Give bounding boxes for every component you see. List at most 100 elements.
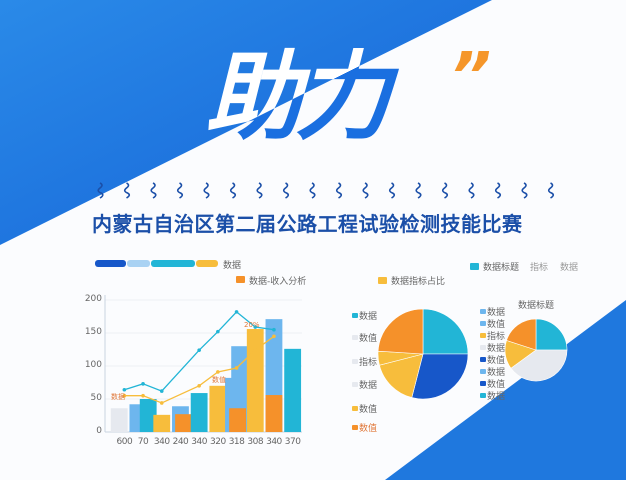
bar-legend-label: 数据: [223, 261, 242, 271]
mongolian-glyph-icon: [468, 182, 475, 199]
legend-seg-light-blue: [127, 260, 150, 267]
line-point: [253, 325, 258, 329]
line-point: [122, 393, 127, 398]
x-tick-label: 600: [116, 437, 133, 447]
pie-slice-cyan: [422, 308, 469, 355]
bar-orange: [175, 414, 192, 432]
mongolian-glyph-icon: [441, 182, 449, 199]
pie-slice-gray: [510, 349, 568, 382]
line-series-cyan: [124, 310, 275, 392]
pie2-legend-swatch: [480, 393, 486, 398]
pie-legend-label: 数据指标占比: [391, 277, 446, 287]
pie-legend-swatch: [352, 382, 358, 387]
mongolian-glyph-icon: [176, 182, 184, 199]
pie-slice-yellow: [379, 353, 424, 398]
bar-orange: [265, 395, 283, 432]
line-point: [234, 366, 239, 370]
quote-mark: ”: [450, 40, 492, 114]
x-tick-label: 340: [266, 437, 282, 447]
x-tick-label: 70: [137, 437, 149, 447]
line-series-yellow: [124, 335, 275, 404]
line-point: [216, 329, 220, 334]
legend-seg-cyan: [151, 260, 195, 267]
x-tick-label: 370: [284, 437, 301, 447]
y-tick-label: 150: [84, 327, 102, 337]
bar-cyan: [139, 399, 157, 432]
bar-annotation: 20%: [244, 321, 260, 329]
y-tick-label: 50: [90, 393, 102, 403]
pie-legend-swatch: [352, 425, 358, 430]
line-point: [234, 310, 239, 314]
mongolian-glyph-icon: [415, 182, 422, 199]
line-point: [272, 334, 276, 339]
pie2-legend-label: 数据: [487, 368, 506, 378]
right-legend-label-2: 指标: [530, 263, 549, 273]
bar-cyan: [284, 348, 302, 432]
pie2-legend-swatch: [480, 345, 486, 350]
line-point: [272, 327, 276, 332]
pie2-legend-swatch: [480, 369, 486, 374]
pie2-legend-swatch: [480, 357, 486, 362]
y-tick-label: 0: [96, 426, 102, 436]
line-point: [197, 348, 201, 352]
bar-yellow: [246, 329, 264, 432]
pie2-legend-swatch: [480, 309, 486, 314]
mongolian-glyph-icon: [229, 182, 237, 199]
top-left-blue-triangle: [0, 0, 492, 245]
pie2-legend-swatch: [480, 381, 486, 386]
pie-legend-label: 数值: [359, 334, 378, 344]
line-point: [159, 389, 164, 393]
pie2-legend-label: 数值: [487, 356, 506, 366]
legend-seg-yellow: [196, 260, 218, 267]
pie-legend-swatch: [352, 335, 358, 340]
pie2-legend-label: 指标: [487, 332, 506, 342]
subtitle: 内蒙古自治区第二届公路工程试验检测技能比赛: [92, 212, 523, 236]
line-point: [141, 393, 145, 398]
mongolian-glyph-icon: [123, 182, 131, 199]
line-point: [216, 370, 220, 374]
series-legend-swatch: [236, 276, 245, 283]
bar-orange: [229, 408, 246, 432]
pie-legend-label: 数据: [359, 381, 378, 391]
mongolian-glyph-icon: [388, 182, 396, 199]
right-legend-label-3: 数据: [560, 263, 579, 273]
pie-legend-swatch: [352, 313, 358, 318]
pie2-legend-label: 数据: [487, 392, 506, 402]
mongolian-glyph-icon: [547, 182, 555, 199]
bar-annotation: 数据: [111, 393, 125, 401]
pie-legend-swatch: [352, 406, 358, 411]
mongolian-glyph-icon: [362, 182, 369, 199]
mongolian-glyph-icon: [150, 182, 157, 199]
y-tick-label: 200: [84, 294, 102, 304]
mongolian-glyph-icon: [203, 182, 210, 199]
x-tick-label: 340: [153, 437, 170, 447]
pie-legend-swatch: [352, 359, 358, 364]
line-point: [253, 348, 258, 352]
right-legend-label-1: 数据标题: [483, 263, 520, 273]
x-tick-label: 308: [247, 437, 264, 447]
pie-legend-label: 数值: [359, 424, 378, 434]
bar-cyan: [190, 393, 208, 432]
line-point: [141, 382, 145, 386]
pie-slice-orange: [377, 308, 424, 355]
pie2-legend-label: 数值: [487, 380, 506, 390]
bar-yellow: [209, 385, 227, 432]
pie2-legend-swatch: [480, 321, 486, 326]
bar-annotation: 数值: [212, 376, 226, 384]
pie2-legend-label: 数值: [487, 320, 506, 330]
pie-slice-orange: [506, 318, 537, 351]
mongolian-glyph-icon: [494, 182, 502, 199]
x-tick-label: 340: [191, 437, 207, 447]
line-point: [197, 384, 201, 388]
headline: 助力: [205, 41, 400, 153]
mongolian-glyph-icon: [335, 182, 343, 199]
mongolian-glyph-icon: [309, 182, 316, 199]
bar-gray: [110, 408, 128, 432]
pie-legend-label: 指标: [359, 358, 378, 368]
line-point: [122, 387, 127, 392]
pie-slice-cyan: [535, 318, 568, 351]
legend-seg-dark-blue: [95, 260, 126, 267]
